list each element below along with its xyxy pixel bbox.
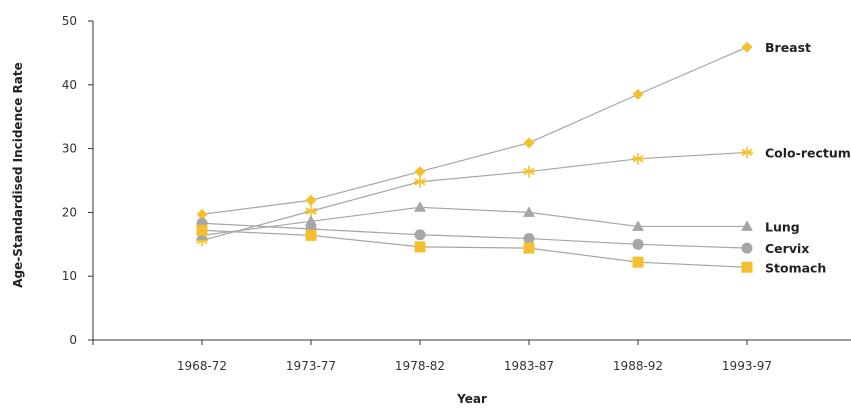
y-tick-label: 0	[69, 333, 77, 347]
data-point-asterisk	[523, 165, 535, 178]
series-label-colo-rectum: Colo-rectum	[765, 145, 851, 160]
x-tick-label: 1968-72	[177, 359, 227, 373]
series-lines	[201, 46, 748, 268]
data-point-triangle	[414, 201, 426, 212]
series-line-cervix	[201, 222, 748, 249]
data-point-square	[196, 224, 208, 236]
series-label-lung: Lung	[765, 219, 800, 234]
data-point-diamond	[741, 41, 753, 53]
data-point-diamond	[305, 194, 317, 206]
data-point-diamond	[632, 88, 644, 100]
data-point-circle	[741, 242, 753, 254]
data-point-triangle	[523, 206, 535, 217]
data-point-square	[632, 256, 644, 268]
data-point-diamond	[196, 208, 208, 220]
data-point-diamond	[523, 137, 535, 149]
x-tick-label: 1983-87	[504, 359, 554, 373]
x-tick-label: 1993-97	[722, 359, 772, 373]
x-axis-title: Year	[456, 392, 487, 406]
y-tick-label: 10	[62, 269, 77, 283]
y-tick-label: 20	[62, 205, 77, 219]
series-label-breast: Breast	[765, 40, 811, 55]
data-point-square	[523, 242, 535, 254]
y-tick-label: 30	[62, 142, 77, 156]
data-point-asterisk	[632, 152, 644, 165]
x-tick-label: 1988-92	[613, 359, 663, 373]
data-point-triangle	[741, 220, 753, 231]
data-point-asterisk	[741, 146, 753, 159]
x-tick-label: 1973-77	[286, 359, 336, 373]
axes: 0 10 20 30 40 50 1968-72 1973-77 1978-82 1983-87 1…	[62, 14, 851, 373]
series-line-breast	[201, 46, 748, 215]
y-axis-title: Age-Standardised Incidence Rate	[11, 62, 25, 288]
data-point-square	[414, 241, 426, 253]
data-point-triangle	[305, 215, 317, 226]
x-tick-label: 1978-82	[395, 359, 445, 373]
data-point-circle	[414, 229, 426, 241]
series-line-stomach	[201, 229, 748, 268]
data-point-triangle	[632, 220, 644, 231]
data-point-diamond	[414, 166, 426, 178]
series-label-stomach: Stomach	[765, 260, 826, 275]
data-point-square	[741, 261, 753, 273]
series-label-cervix: Cervix	[765, 241, 809, 256]
series-labels: Breast Colo-rectum Lung Cervix Stomach	[765, 40, 851, 275]
data-point-circle	[523, 233, 535, 245]
data-point-asterisk	[414, 175, 426, 188]
series-line-colo-rectum	[201, 151, 748, 242]
y-tick-label: 50	[62, 14, 77, 28]
data-point-circle	[632, 238, 644, 250]
y-tick-label: 40	[62, 78, 77, 92]
data-point-square	[305, 229, 317, 241]
series-markers	[196, 41, 753, 273]
data-point-asterisk	[305, 205, 317, 218]
series-line-lung	[201, 206, 747, 236]
